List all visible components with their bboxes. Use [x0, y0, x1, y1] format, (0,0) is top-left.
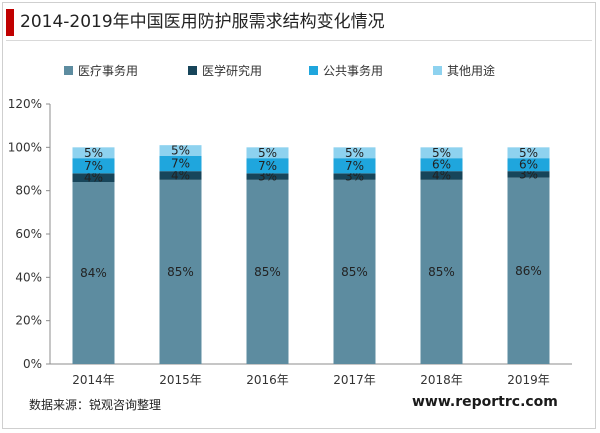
legend-item-public-use: 公共事务用	[309, 62, 383, 78]
bar-segment-research-use	[246, 173, 289, 180]
x-tick-label: 2019年	[507, 373, 550, 387]
title-divider	[6, 40, 592, 41]
data-label-other-use: 5%	[519, 146, 538, 160]
data-label-medical-use: 85%	[167, 265, 194, 279]
bar-segment-medical-use	[507, 177, 550, 364]
y-tick-label: 40%	[15, 270, 42, 284]
bar-segment-public-use	[159, 156, 202, 172]
bar-segment-medical-use	[72, 182, 115, 364]
bar-segment-research-use	[420, 171, 463, 180]
x-tick-label: 2015年	[159, 373, 202, 387]
bar-segment-medical-use	[333, 179, 376, 364]
legend-swatch-research-use	[188, 65, 197, 75]
data-label-medical-use: 85%	[254, 265, 281, 279]
bar-segment-public-use	[333, 158, 376, 174]
data-source: 数据来源：锐观咨询整理	[29, 398, 162, 412]
data-label-research-use: 4%	[171, 169, 190, 183]
data-label-research-use: 4%	[84, 171, 103, 185]
bar-segment-medical-use	[159, 179, 202, 364]
legend-swatch-medical-use	[64, 65, 73, 75]
data-label-medical-use: 86%	[515, 264, 542, 278]
data-label-public-use: 6%	[432, 158, 451, 172]
legend-item-other-use: 其他用途	[433, 62, 495, 78]
website-url: www.reportrc.com	[412, 394, 558, 410]
bar-segment-medical-use	[246, 179, 289, 364]
bar-segment-other-use	[246, 147, 289, 159]
y-tick-label: 60%	[15, 227, 42, 241]
data-label-research-use: 4%	[432, 169, 451, 183]
y-tick-label: 80%	[15, 184, 42, 198]
data-label-public-use: 7%	[345, 159, 364, 173]
bar-segment-other-use	[159, 145, 202, 156]
data-label-other-use: 5%	[345, 146, 364, 160]
bar-segment-research-use	[333, 173, 376, 180]
data-label-other-use: 5%	[84, 146, 103, 160]
legend-swatch-other-use	[433, 65, 442, 75]
data-label-other-use: 5%	[432, 146, 451, 160]
data-label-public-use: 6%	[519, 158, 538, 172]
data-label-medical-use: 84%	[80, 266, 107, 280]
title-accent-bar	[6, 9, 14, 36]
y-tick-label: 100%	[8, 140, 42, 154]
chart-title: 2014-2019年中国医用防护服需求结构变化情况	[20, 12, 385, 32]
bar-segment-other-use	[72, 147, 115, 159]
bar-segment-medical-use	[420, 179, 463, 364]
y-tick-label: 20%	[15, 314, 42, 328]
data-label-public-use: 7%	[84, 159, 103, 173]
legend-item-research-use: 医学研究用	[188, 62, 262, 78]
y-tick-label: 0%	[23, 357, 42, 371]
bar-segment-public-use	[507, 158, 550, 172]
bar-segment-other-use	[333, 147, 376, 159]
bar-segment-other-use	[507, 147, 550, 159]
bar-segment-research-use	[72, 173, 115, 182]
bar-segment-research-use	[507, 171, 550, 178]
legend-label-other-use: 其他用途	[447, 63, 496, 78]
data-label-other-use: 5%	[258, 146, 277, 160]
bar-segment-other-use	[420, 147, 463, 159]
y-tick-label: 120%	[8, 97, 42, 111]
data-label-public-use: 7%	[171, 157, 190, 171]
legend-item-medical-use: 医疗事务用	[64, 62, 138, 78]
legend-label-research-use: 医学研究用	[202, 63, 263, 78]
legend-label-public-use: 公共事务用	[323, 63, 384, 78]
data-label-other-use: 5%	[171, 144, 190, 158]
data-label-medical-use: 85%	[428, 265, 455, 279]
bar-segment-research-use	[159, 171, 202, 180]
data-label-medical-use: 85%	[341, 265, 368, 279]
legend: 医疗事务用 医学研究用 公共事务用 其他用途	[0, 62, 600, 78]
x-tick-label: 2018年	[420, 373, 463, 387]
bar-segment-public-use	[246, 158, 289, 174]
data-label-public-use: 7%	[258, 159, 277, 173]
legend-swatch-public-use	[309, 65, 318, 75]
legend-label-medical-use: 医疗事务用	[78, 63, 139, 78]
x-tick-label: 2016年	[246, 373, 289, 387]
bar-segment-public-use	[72, 158, 115, 174]
bar-segment-public-use	[420, 158, 463, 172]
x-tick-label: 2017年	[333, 373, 376, 387]
x-tick-label: 2014年	[72, 373, 115, 387]
